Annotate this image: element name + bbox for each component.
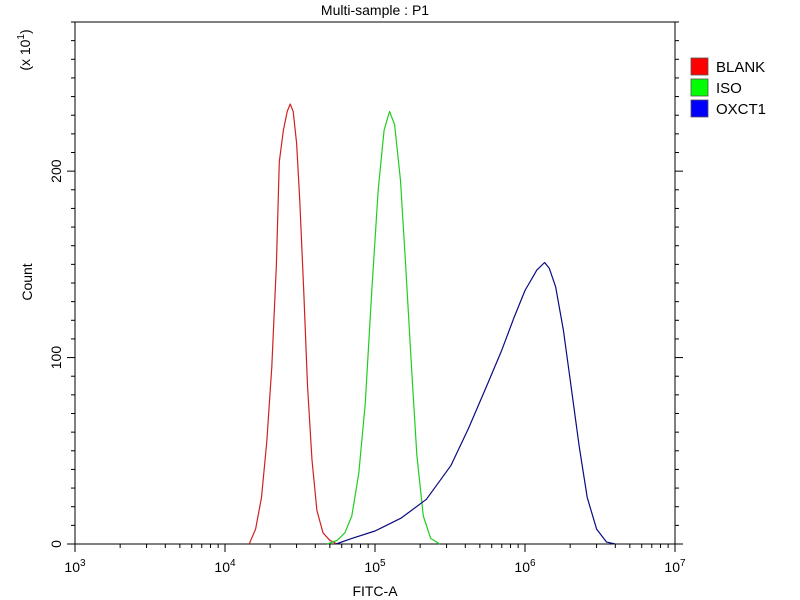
legend-swatch-iso [690,78,709,97]
legend-swatch-blank [690,57,709,76]
plot-frame [74,21,676,545]
x-axis-ticks: 103 104 105 106 107 [64,544,686,575]
y-tick-label: 100 [48,346,64,370]
legend-swatch-oxct1 [690,99,709,118]
x-tick-label: 104 [214,558,236,575]
y-multiplier-exponent: 1 [16,34,27,40]
x-tick-label: 103 [64,558,86,575]
series-oxct1-curve [335,261,616,545]
x-tick-label: 106 [514,558,536,575]
x-axis-label: FITC-A [352,583,398,599]
series-blank-curve [248,103,338,545]
y-multiplier-label: (x 101) [16,29,33,70]
chart-title: Multi-sample : P1 [321,2,429,18]
series-layer [248,103,616,545]
series-iso-curve [326,110,441,545]
legend: BLANK ISO OXCT1 [690,57,766,118]
x-tick-label: 105 [364,558,386,575]
y-tick-label: 200 [48,159,64,183]
legend-label-oxct1: OXCT1 [716,101,766,118]
legend-label-blank: BLANK [716,59,765,76]
y-axis-ticks: 0 100 200 [48,21,683,548]
x-tick-label: 107 [664,558,686,575]
y-axis-label: Count [19,263,35,300]
y-multiplier-close: ) [17,29,33,34]
legend-label-iso: ISO [716,80,742,97]
y-multiplier-text: (x 10 [17,39,33,70]
y-tick-label: 0 [48,540,64,548]
